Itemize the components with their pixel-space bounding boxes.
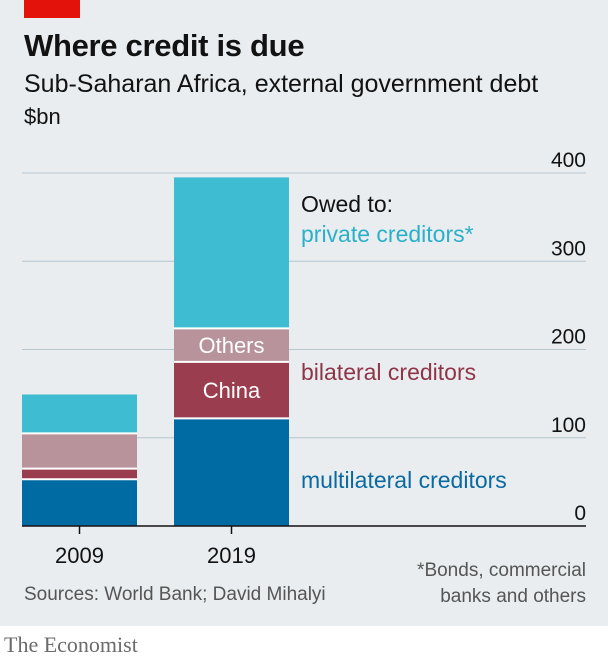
footnote-line: banks and others: [440, 586, 586, 607]
y-tick-label: 400: [551, 149, 586, 172]
bar-segment: [22, 468, 137, 480]
legend-label-private: private creditors*: [301, 221, 474, 247]
bar-segment: [22, 433, 137, 469]
brand-red-tag: [24, 0, 80, 18]
y-tick-label: 100: [551, 414, 586, 437]
footnote-line: *Bonds, commercial: [417, 560, 586, 581]
bar-segment: [22, 394, 137, 434]
bar-segment: [22, 479, 137, 526]
y-tick-label: 0: [574, 502, 586, 525]
bar-segment: [174, 361, 289, 419]
chart-title: Where credit is due: [24, 28, 305, 63]
brand-logo: The Economist: [4, 632, 138, 657]
legend-label-multilateral: multilateral creditors: [301, 467, 507, 493]
y-tick-label: 300: [551, 237, 586, 260]
bar-segment: [174, 418, 289, 526]
chart-unit: $bn: [24, 104, 61, 129]
source-note: Sources: World Bank; David Mihalyi: [24, 584, 326, 605]
legend-label-bilateral: bilateral creditors: [301, 359, 476, 385]
y-tick-label: 200: [551, 326, 586, 349]
x-tick-label: 2009: [55, 543, 104, 568]
chart-subtitle: Sub-Saharan Africa, external government …: [24, 70, 539, 98]
bar-label-others: Others: [198, 333, 264, 358]
footnote: *Bonds, commercial banks and others: [417, 558, 586, 610]
bar-segment: [174, 328, 289, 362]
bar-segment: [174, 177, 289, 329]
footer-strip: [0, 626, 608, 662]
bar-label-china: China: [203, 378, 261, 403]
x-tick-label: 2019: [207, 543, 256, 568]
stacked-bar-chart: 0 100 200 300 400 Others China 2009 2019 Owed to:…: [22, 149, 586, 568]
legend-heading: Owed to:: [301, 191, 393, 217]
